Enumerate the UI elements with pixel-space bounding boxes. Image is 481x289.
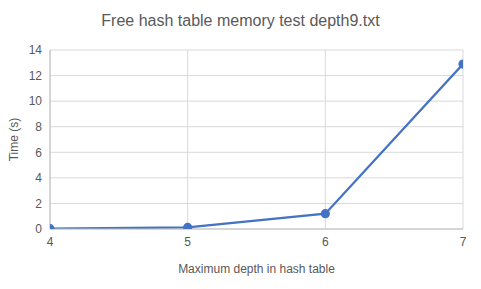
svg-text:8: 8	[35, 120, 42, 134]
svg-text:4: 4	[35, 171, 42, 185]
svg-text:10: 10	[29, 94, 43, 108]
html-text:Free hash table memory test de: Free hash table memory test depth9.txt	[101, 12, 380, 29]
svg-text:6: 6	[35, 146, 42, 160]
svg-text:6: 6	[322, 235, 329, 249]
svg-text:0: 0	[35, 222, 42, 236]
svg-text:Time (s): Time (s)	[8, 118, 21, 162]
svg-text:4: 4	[47, 235, 54, 249]
svg-text:14: 14	[29, 43, 43, 57]
svg-text:12: 12	[29, 69, 43, 83]
svg-text:Maximum depth in hash table: Maximum depth in hash table	[178, 262, 335, 276]
svg-text:7: 7	[460, 235, 467, 249]
svg-text:5: 5	[184, 235, 191, 249]
svg-text:2: 2	[35, 197, 42, 211]
